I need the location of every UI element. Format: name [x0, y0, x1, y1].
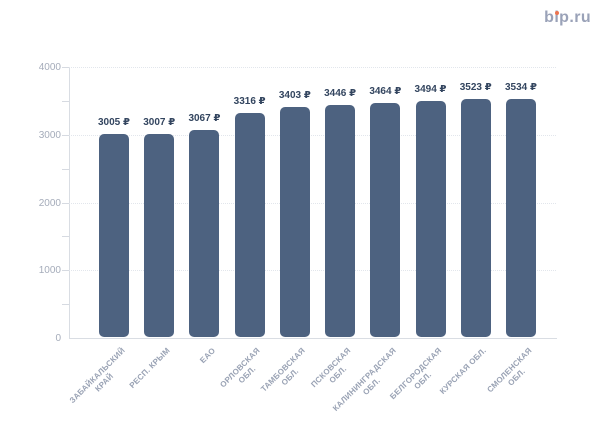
- y-axis-tick-label: 0: [55, 333, 61, 344]
- bar-value-label: 3316 ₽: [233, 96, 266, 108]
- bar[interactable]: [370, 103, 401, 337]
- bar-value-label: 3464 ₽: [369, 86, 402, 98]
- bar[interactable]: [144, 134, 175, 337]
- x-axis-label-line: КУРСКАЯ ОБЛ.: [438, 346, 489, 396]
- y-gridline: [69, 67, 556, 68]
- x-axis-category-label: ЕАО: [198, 346, 218, 366]
- bar-value-label: 3494 ₽: [414, 84, 447, 96]
- bar-value-label: 3067 ₽: [188, 113, 221, 125]
- bar[interactable]: [234, 113, 265, 337]
- logo-i-dot: [555, 10, 560, 15]
- bar[interactable]: [279, 107, 310, 337]
- x-axis-category-label: ЗАБАЙКАЛЬСКИЙ КРАЙ: [67, 346, 134, 413]
- y-axis-tick-mark: [62, 202, 69, 204]
- bar[interactable]: [99, 134, 129, 337]
- y-axis-tick-mark: [62, 304, 69, 306]
- bar-value-label: 3523 ₽: [459, 82, 492, 94]
- bar[interactable]: [460, 99, 491, 337]
- x-axis-category-label: КУРСКАЯ ОБЛ.: [438, 346, 489, 397]
- x-axis-label-line: РЕСП. КРЫМ: [127, 346, 172, 391]
- y-axis-tick-label: 1000: [38, 265, 61, 277]
- y-axis-tick-mark: [62, 270, 69, 272]
- x-axis-category-label: ТАМБОВСКАЯ ОБЛ.: [260, 346, 315, 401]
- bar-value-label: 3403 ₽: [278, 90, 311, 102]
- y-axis-tick-mark: [62, 67, 69, 68]
- y-axis-tick-mark: [62, 168, 69, 170]
- bar-value-label: 3005 ₽: [98, 117, 130, 129]
- bar-value-label: 3534 ₽: [504, 81, 537, 93]
- x-axis-label-line: ЕАО: [197, 346, 217, 365]
- y-axis-tick-mark: [62, 134, 69, 136]
- bar[interactable]: [189, 130, 220, 337]
- bar-value-label: 3007 ₽: [143, 117, 176, 129]
- site-logo[interactable]: bip.ru: [544, 9, 591, 27]
- y-axis-tick-mark: [62, 236, 69, 238]
- y-axis-tick-label: 4000: [38, 62, 61, 73]
- y-axis-tick-label: 3000: [38, 129, 61, 141]
- y-axis-tick-mark: [62, 100, 69, 102]
- x-axis-category-label: РЕСП. КРЫМ: [128, 346, 173, 391]
- y-gridline: [69, 202, 556, 204]
- bar[interactable]: [415, 101, 446, 337]
- y-gridline: [69, 270, 556, 272]
- y-gridline: [69, 134, 556, 136]
- bar[interactable]: [505, 98, 536, 337]
- x-axis-category-label: СМОЛЕНСКАЯ ОБЛ.: [485, 346, 541, 402]
- bar-value-label: 3446 ₽: [324, 87, 357, 99]
- bar[interactable]: [325, 104, 356, 337]
- y-axis-tick-label: 2000: [38, 197, 61, 209]
